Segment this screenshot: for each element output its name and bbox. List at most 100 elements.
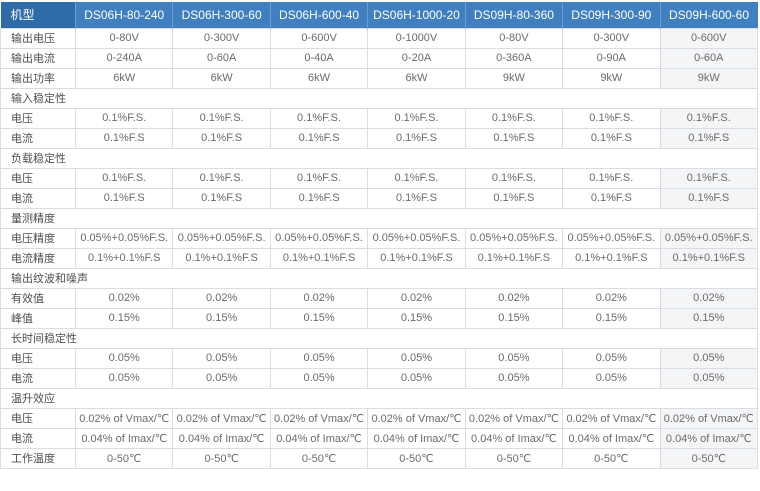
row-label: 电压 <box>0 107 76 129</box>
table-row: 电压精度 0.05%+0.05%F.S. 0.05%+0.05%F.S. 0.05%+… <box>0 227 759 249</box>
row-label: 电流 <box>0 187 76 209</box>
spec-value: 0.1%F.S. <box>269 167 369 189</box>
table-row: 电流 0.1%F.S 0.1%F.S 0.1%F.S 0.1%F.S 0.1%F.S 0.1… <box>0 127 759 149</box>
row-label: 电压精度 <box>0 227 76 249</box>
spec-value: 0.05%+0.05%F.S. <box>367 227 466 249</box>
spec-value: 0-60A <box>659 47 759 69</box>
spec-value: 0-50℃ <box>74 447 174 469</box>
spec-value: 0.05% <box>367 347 466 369</box>
spec-value: 0.1%F.S <box>659 127 759 149</box>
spec-value: 0.1%F.S <box>464 187 564 209</box>
section-row: 输出纹波和噪声 <box>0 267 758 289</box>
spec-value: 0.04% of Imax/℃ <box>74 427 174 449</box>
spec-value: 0.05% <box>367 367 466 389</box>
spec-value: 0.02% <box>562 287 661 309</box>
spec-value: 0.1%F.S. <box>464 167 564 189</box>
spec-value: 0-600V <box>269 27 369 49</box>
spec-value: 0.05% <box>269 367 369 389</box>
header-row: 机型 DS06H-80-240 DS06H-300-60 DS06H-600-40 DS… <box>0 2 758 28</box>
spec-value: 0.15% <box>74 307 174 329</box>
spec-value: 0.1%+0.1%F.S <box>367 247 466 269</box>
table-row: 输出电压 0-80V 0-300V 0-600V 0-1000V 0-80V 0-300V 0… <box>0 27 759 49</box>
spec-value: 0.1%+0.1%F.S <box>562 247 661 269</box>
table-row: 输出功率 6kW 6kW 6kW 6kW 9kW 9kW 9kW <box>0 67 759 89</box>
spec-value: 0.1%F.S <box>172 127 271 149</box>
spec-value: 0-80V <box>74 27 174 49</box>
spec-value: 0-80V <box>464 27 564 49</box>
spec-value: 0.02% of Vmax/℃ <box>659 407 759 429</box>
spec-value: 0.1%F.S. <box>659 167 759 189</box>
table-row: 工作温度 0-50℃ 0-50℃ 0-50℃ 0-50℃ 0-50℃ 0-50℃ 0-50℃ <box>0 447 759 469</box>
spec-value: 0.02% of Vmax/℃ <box>367 407 466 429</box>
spec-value: 0.02% of Vmax/℃ <box>172 407 271 429</box>
spec-value: 0.1%+0.1%F.S <box>659 247 759 269</box>
spec-value: 6kW <box>74 67 174 89</box>
table-row: 电流 0.05% 0.05% 0.05% 0.05% 0.05% 0.05% 0.05% <box>0 367 759 389</box>
spec-value: 0.05%+0.05%F.S. <box>464 227 564 249</box>
spec-value: 0-90A <box>562 47 661 69</box>
spec-value: 0.1%F.S <box>367 127 466 149</box>
spec-value: 0.04% of Imax/℃ <box>464 427 564 449</box>
spec-value: 0.02% <box>172 287 271 309</box>
section-row: 负载稳定性 <box>0 147 758 169</box>
spec-value: 0.05%+0.05%F.S. <box>659 227 759 249</box>
section-header: 输出纹波和噪声 <box>0 267 758 289</box>
spec-value: 9kW <box>464 67 564 89</box>
header-model-1: DS06H-300-60 <box>172 2 271 28</box>
table-row: 有效值 0.02% 0.02% 0.02% 0.02% 0.02% 0.02% 0.02% <box>0 287 759 309</box>
spec-value: 0.02% of Vmax/℃ <box>269 407 369 429</box>
spec-value: 0.15% <box>269 307 369 329</box>
spec-value: 0.1%+0.1%F.S <box>464 247 564 269</box>
spec-value: 0-50℃ <box>367 447 466 469</box>
header-model-4: DS09H-80-360 <box>464 2 563 28</box>
spec-value: 0.1%F.S <box>269 127 369 149</box>
section-header: 输入稳定性 <box>0 87 758 109</box>
table-row: 电压 0.02% of Vmax/℃ 0.02% of Vmax/℃ 0.02% of… <box>0 407 759 429</box>
spec-table-head: 机型 DS06H-80-240 DS06H-300-60 DS06H-600-40 DS… <box>0 2 758 28</box>
section-header: 量测精度 <box>0 207 758 229</box>
spec-value: 0-50℃ <box>464 447 564 469</box>
row-label: 电流 <box>0 427 76 449</box>
table-row: 输出电流 0-240A 0-60A 0-40A 0-20A 0-360A 0-90A 0-60… <box>0 47 759 69</box>
section-row: 输入稳定性 <box>0 87 758 109</box>
spec-value: 0-50℃ <box>562 447 661 469</box>
spec-value: 6kW <box>269 67 369 89</box>
spec-value: 0.04% of Imax/℃ <box>172 427 271 449</box>
spec-value: 0.15% <box>659 307 759 329</box>
spec-value: 0.05% <box>464 347 564 369</box>
spec-value: 0.05% <box>74 347 174 369</box>
spec-value: 0.1%F.S. <box>172 107 271 129</box>
spec-value: 0.02% of Vmax/℃ <box>464 407 564 429</box>
row-label: 有效值 <box>0 287 76 309</box>
table-row: 电流 0.04% of Imax/℃ 0.04% of Imax/℃ 0.04% of… <box>0 427 759 449</box>
spec-value: 0.15% <box>562 307 661 329</box>
spec-value: 0.1%F.S. <box>367 107 466 129</box>
spec-value: 0.05% <box>269 347 369 369</box>
row-label: 输出电压 <box>0 27 76 49</box>
table-row: 峰值 0.15% 0.15% 0.15% 0.15% 0.15% 0.15% 0.15% <box>0 307 759 329</box>
spec-value: 0.02% of Vmax/℃ <box>562 407 661 429</box>
spec-table-body: 输出电压 0-80V 0-300V 0-600V 0-1000V 0-80V 0-300V 0… <box>0 27 759 469</box>
spec-value: 0.02% <box>269 287 369 309</box>
spec-value: 0.1%F.S <box>464 127 564 149</box>
spec-value: 9kW <box>659 67 759 89</box>
spec-value: 0.04% of Imax/℃ <box>659 427 759 449</box>
table-row: 电压 0.1%F.S. 0.1%F.S. 0.1%F.S. 0.1%F.S. 0.1%F.… <box>0 167 759 189</box>
spec-value: 0.1%F.S <box>659 187 759 209</box>
spec-value: 0.1%+0.1%F.S <box>172 247 271 269</box>
row-label: 电流精度 <box>0 247 76 269</box>
table-row: 电压 0.1%F.S. 0.1%F.S. 0.1%F.S. 0.1%F.S. 0.1%F.… <box>0 107 759 129</box>
spec-value: 0.02% <box>659 287 759 309</box>
spec-value: 0.04% of Imax/℃ <box>269 427 369 449</box>
spec-value: 6kW <box>367 67 466 89</box>
spec-value: 0.15% <box>464 307 564 329</box>
spec-value: 0-50℃ <box>659 447 759 469</box>
spec-value: 0.02% <box>367 287 466 309</box>
spec-value: 0.05%+0.05%F.S. <box>562 227 661 249</box>
row-label: 电压 <box>0 407 76 429</box>
spec-value: 0.1%F.S <box>269 187 369 209</box>
header-model-3: DS06H-1000-20 <box>367 2 466 28</box>
section-row: 温升效应 <box>0 387 758 409</box>
row-label: 电压 <box>0 167 76 189</box>
spec-value: 0.05% <box>74 367 174 389</box>
